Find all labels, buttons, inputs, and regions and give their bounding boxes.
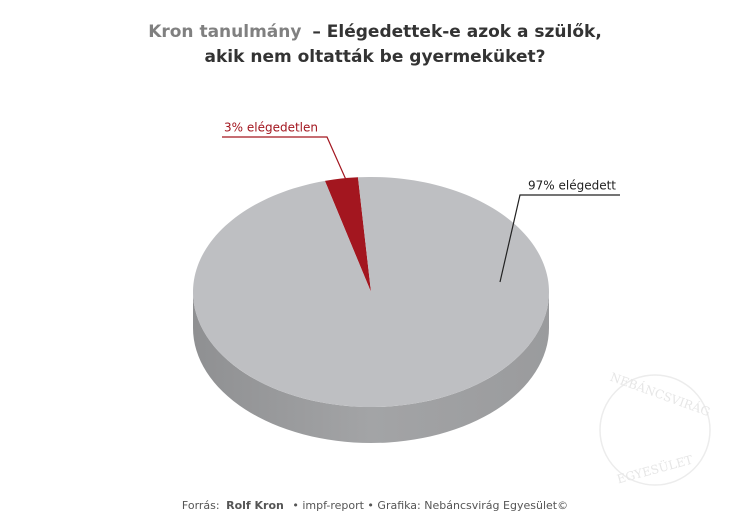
leader-line [222,136,348,183]
pie-slice [324,177,371,292]
pie: 3% elégedetlen 97% elégedett [192,121,620,443]
data-label: 97% elégedett [528,179,616,193]
chart-title: Kron tanulmány – Elégedettek-e azok a sz… [148,22,602,42]
pie-slice [192,177,549,407]
footer-author: Rolf Kron [226,499,284,512]
footer-rest: • impf-report • Grafika: Nebáncsvirág Eg… [292,499,568,512]
watermark: NEBÁNCSVIRÁG EGYESÜLET [599,369,712,487]
pie-side [193,292,549,443]
watermark-ring [599,374,711,486]
watermark-text: EGYESÜLET [615,451,694,487]
title-line: – Elégedettek-e azok a szülők, [312,22,601,42]
title-source: Kron tanulmány [148,22,301,42]
title-line: akik nem oltatták be gyermeküket? [205,47,546,67]
footer-label: Forrás: [182,499,220,512]
footer: Forrás: Rolf Kron • impf-report • Grafik… [182,499,568,512]
data-label: 3% elégedetlen [224,121,318,135]
leader-line [499,194,620,283]
